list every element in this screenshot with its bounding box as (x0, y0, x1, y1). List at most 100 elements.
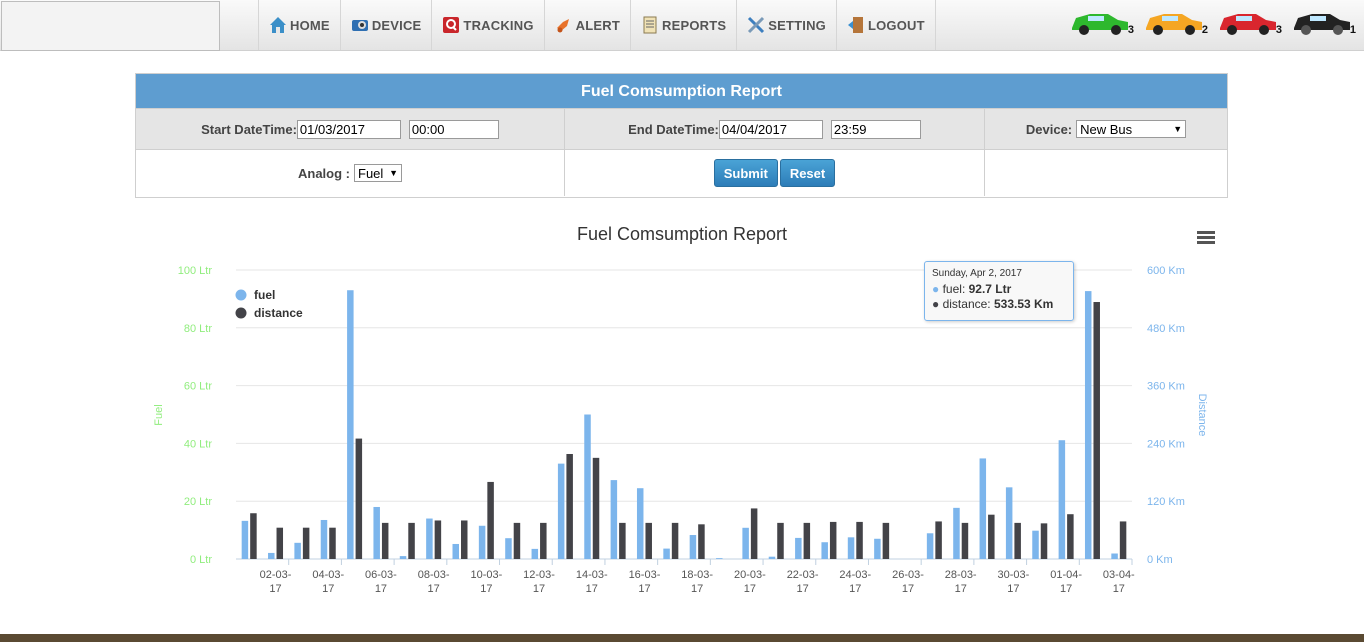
analog-select-value: Fuel (358, 165, 384, 181)
panel-title: Fuel Comsumption Report (136, 74, 1227, 108)
submit-button[interactable]: Submit (713, 159, 778, 187)
main-menu: HOME DEVICE TRACKING ALERT REPORTS (258, 0, 936, 50)
distance-bar (1119, 521, 1127, 559)
fuel-bar (584, 414, 591, 559)
fuel-bar (926, 533, 934, 559)
distance-bar (882, 522, 890, 559)
y2-tick-label: 240 Km (1147, 438, 1185, 450)
car-icon (1294, 14, 1350, 35)
distance-bar (777, 522, 784, 559)
distance-bar (750, 508, 758, 559)
distance-bar (619, 522, 626, 559)
vehicle-car-black[interactable]: 1 (1290, 4, 1356, 38)
y-tick-label: 20 Ltr (184, 496, 212, 508)
x-tick-label-year: 17 (1060, 583, 1072, 595)
vehicle-car-red[interactable]: 3 (1216, 4, 1282, 38)
home-icon (269, 16, 287, 34)
nav-setting[interactable]: SETTING (736, 0, 836, 50)
x-tick-label-year: 17 (744, 583, 756, 595)
distance-bar (856, 521, 863, 559)
x-tick-label-year: 17 (849, 583, 861, 595)
fuel-bar (426, 518, 433, 559)
car-icon (1220, 14, 1276, 35)
nav-home[interactable]: HOME (258, 0, 340, 50)
nav-device[interactable]: DEVICE (339, 0, 432, 50)
distance-bar (513, 522, 521, 559)
legend-fuel-marker (235, 289, 247, 301)
device-select-value: New Bus (1080, 121, 1133, 137)
tooltip-date: Sunday, Apr 2, 2017 (932, 268, 1022, 279)
nav-tracking-label: TRACKING (463, 17, 534, 33)
x-tick-label: 20-03- (734, 569, 766, 581)
end-datetime-label: End DateTime: (628, 121, 719, 137)
bottom-taskbar-strip (0, 634, 1364, 642)
distance-bar (592, 457, 600, 559)
tooltip-distance-label: distance: (942, 297, 994, 311)
nav-home-label: HOME (290, 17, 330, 33)
distance-bar (487, 481, 494, 559)
distance-bar (1067, 514, 1074, 559)
dropdown-arrow-icon: ▼ (389, 168, 398, 178)
fuel-bar (610, 480, 618, 559)
analog-select[interactable]: Fuel ▼ (354, 164, 402, 182)
fuel-bar (636, 488, 644, 559)
legend-fuel-label: fuel (254, 288, 275, 302)
vehicle-car-orange[interactable]: 2 (1142, 4, 1208, 38)
start-time-input[interactable] (408, 119, 499, 139)
fuel-bar (953, 507, 960, 559)
nav-logout[interactable]: LOGOUT (835, 0, 936, 50)
fuel-bar (241, 520, 249, 559)
x-tick-label-year: 17 (269, 583, 281, 595)
distance-bar (961, 522, 969, 559)
y2-tick-label: 480 Km (1147, 323, 1185, 335)
reset-button[interactable]: Reset (779, 159, 836, 187)
x-tick-label: 06-03- (365, 569, 397, 581)
end-time-input[interactable] (830, 119, 921, 139)
tooltip-distance-value: 533.53 Km (993, 297, 1054, 311)
start-date-input[interactable] (296, 119, 401, 139)
nav-device-label: DEVICE (371, 17, 422, 33)
x-tick-label: 18-03- (681, 569, 713, 581)
nav-alert-label: ALERT (575, 17, 620, 33)
distance-bar (355, 438, 363, 559)
x-tick-label-year: 17 (586, 583, 598, 595)
x-tick-label: 08-03- (418, 569, 450, 581)
x-tick-label: 10-03- (470, 569, 502, 581)
distance-bar (1040, 523, 1048, 559)
vehicle-car-green[interactable]: 3 (1068, 4, 1134, 38)
end-date-input[interactable] (718, 119, 823, 139)
distance-bar (645, 522, 652, 559)
analog-cell: Analog : Fuel ▼ (136, 150, 564, 196)
x-tick-label: 28-03- (945, 569, 977, 581)
vehicle-count-badge: 2 (1201, 24, 1208, 36)
tracking-icon (442, 16, 460, 34)
nav-logout-label: LOGOUT (867, 17, 925, 33)
vehicle-status-list: 3 2 3 1 (1068, 4, 1356, 38)
x-tick-label-year: 17 (375, 583, 387, 595)
fuel-bar (347, 290, 354, 559)
nav-alert[interactable]: ALERT (543, 0, 630, 50)
x-tick-label: 30-03- (998, 569, 1030, 581)
dropdown-arrow-icon: ▼ (1173, 124, 1183, 134)
fuel-bar (505, 538, 512, 559)
x-tick-label-year: 17 (480, 583, 492, 595)
fuel-bar (795, 537, 802, 559)
distance-bar (250, 513, 257, 559)
distance-bar (461, 520, 468, 559)
x-tick-label-year: 17 (533, 583, 545, 595)
fuel-bar (979, 458, 987, 559)
x-tick-label-year: 17 (796, 583, 808, 595)
fuel-bar (742, 527, 749, 559)
y-tick-label: 80 Ltr (184, 323, 212, 335)
distance-bar (381, 522, 389, 559)
device-select[interactable]: New Bus ▼ (1076, 120, 1187, 138)
fuel-bar (294, 542, 301, 559)
legend-distance-label: distance (254, 306, 303, 320)
chart-menu-icon[interactable] (1197, 231, 1215, 247)
x-tick-label: 14-03- (576, 569, 608, 581)
nav-tracking[interactable]: TRACKING (431, 0, 543, 50)
fuel-bar (874, 538, 881, 559)
y-tick-label: 0 Ltr (190, 554, 212, 566)
nav-reports[interactable]: REPORTS (629, 0, 736, 50)
distance-bar (276, 527, 284, 559)
